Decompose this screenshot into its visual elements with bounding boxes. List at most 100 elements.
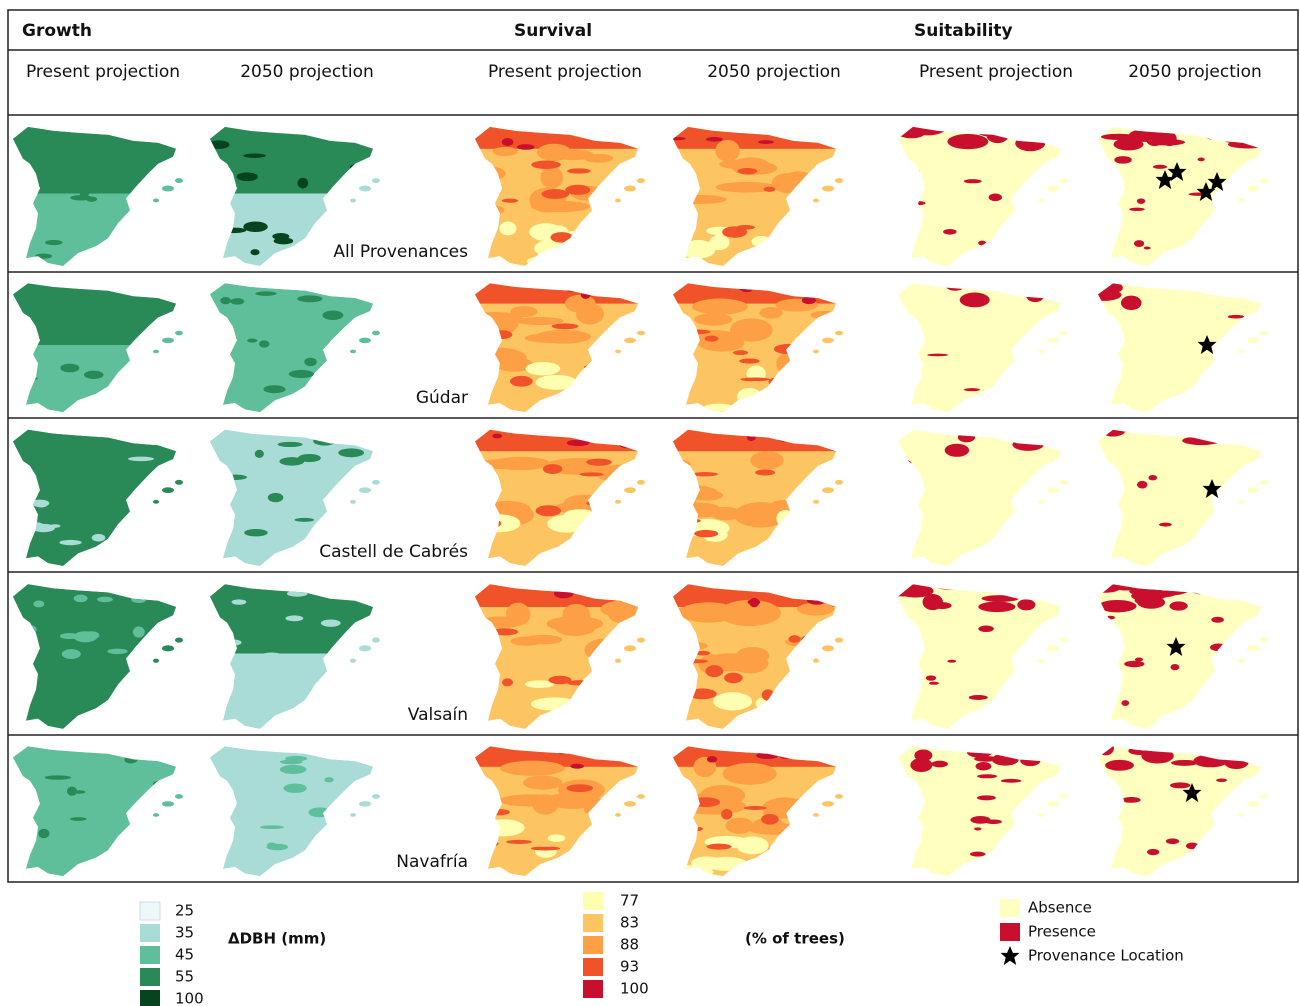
- patch: [592, 587, 603, 596]
- patch: [673, 496, 700, 519]
- patch: [501, 198, 519, 203]
- patch: [943, 228, 957, 235]
- patch: [479, 459, 516, 469]
- patch: [706, 756, 718, 763]
- legend-label: 55: [175, 968, 194, 986]
- patch: [126, 518, 153, 530]
- legend-swatch: [583, 914, 603, 932]
- patch: [751, 235, 772, 248]
- patch: [801, 296, 816, 305]
- patch: [1210, 643, 1227, 652]
- island: [1060, 479, 1068, 485]
- patch: [218, 677, 230, 687]
- legend-swatch: [140, 968, 160, 986]
- patch: [748, 823, 807, 835]
- island: [1060, 637, 1068, 643]
- patch: [1098, 205, 1116, 213]
- patch: [325, 807, 338, 814]
- island: [637, 794, 645, 799]
- island: [1060, 330, 1068, 336]
- patch: [1152, 754, 1171, 763]
- patch: [750, 451, 784, 470]
- island: [615, 658, 621, 663]
- patch: [759, 307, 783, 319]
- legend-label: 77: [620, 892, 639, 910]
- patch: [70, 817, 87, 821]
- patch: [281, 429, 294, 433]
- patch: [564, 294, 596, 313]
- patch: [279, 759, 303, 765]
- patch: [1015, 135, 1046, 152]
- patch: [1170, 663, 1180, 671]
- patch: [563, 494, 607, 512]
- map: [898, 429, 1068, 567]
- legend-swatch: [139, 901, 161, 921]
- patch: [713, 692, 753, 711]
- island: [350, 198, 356, 203]
- island: [372, 178, 380, 184]
- patch: [565, 184, 591, 195]
- patch: [349, 163, 367, 172]
- patch: [475, 166, 506, 181]
- patch: [729, 318, 773, 342]
- patch: [810, 310, 836, 320]
- patch: [210, 126, 373, 194]
- island: [372, 330, 380, 336]
- patch: [986, 855, 996, 861]
- patch: [788, 713, 828, 727]
- patch: [1169, 601, 1188, 611]
- island: [1238, 658, 1244, 663]
- map: [1098, 283, 1268, 413]
- patch: [975, 126, 1009, 137]
- column-label: 2050 projection: [1128, 62, 1262, 82]
- patch: [267, 492, 284, 503]
- column-label: Present projection: [919, 62, 1073, 82]
- map: [13, 283, 183, 413]
- patch: [598, 678, 609, 685]
- patch: [20, 521, 43, 527]
- patch: [915, 185, 925, 191]
- patch: [44, 775, 72, 780]
- patch: [931, 760, 948, 768]
- patch: [345, 523, 358, 529]
- patch: [1187, 584, 1220, 595]
- patch: [705, 856, 748, 871]
- patch: [535, 374, 578, 390]
- patch: [578, 846, 622, 863]
- patch: [220, 297, 231, 305]
- patch: [978, 625, 994, 633]
- patch: [673, 137, 686, 141]
- patch: [741, 286, 753, 293]
- island: [1260, 178, 1268, 184]
- patch: [29, 151, 47, 157]
- patch: [550, 232, 574, 243]
- patch: [1236, 746, 1255, 756]
- patch: [766, 714, 793, 729]
- patch: [579, 540, 612, 554]
- patch: [13, 826, 38, 832]
- island: [372, 794, 380, 799]
- patch: [813, 679, 836, 692]
- patch: [607, 600, 631, 623]
- patch: [587, 675, 604, 680]
- patch: [142, 676, 166, 682]
- patch: [791, 202, 831, 228]
- patch: [80, 333, 97, 338]
- patch: [60, 363, 80, 373]
- patch: [73, 594, 88, 603]
- patch: [615, 504, 635, 514]
- patch: [1123, 796, 1140, 803]
- patch: [118, 283, 130, 286]
- island: [624, 487, 636, 494]
- patch: [705, 665, 724, 678]
- patch: [290, 126, 306, 131]
- patch: [542, 464, 563, 475]
- patch: [350, 435, 369, 446]
- patch: [975, 762, 992, 771]
- island: [1047, 487, 1059, 494]
- legend-title: ΔDBH (mm): [228, 930, 326, 948]
- island: [1247, 801, 1259, 807]
- patch: [38, 828, 50, 839]
- patch: [922, 593, 944, 611]
- island: [1047, 337, 1059, 344]
